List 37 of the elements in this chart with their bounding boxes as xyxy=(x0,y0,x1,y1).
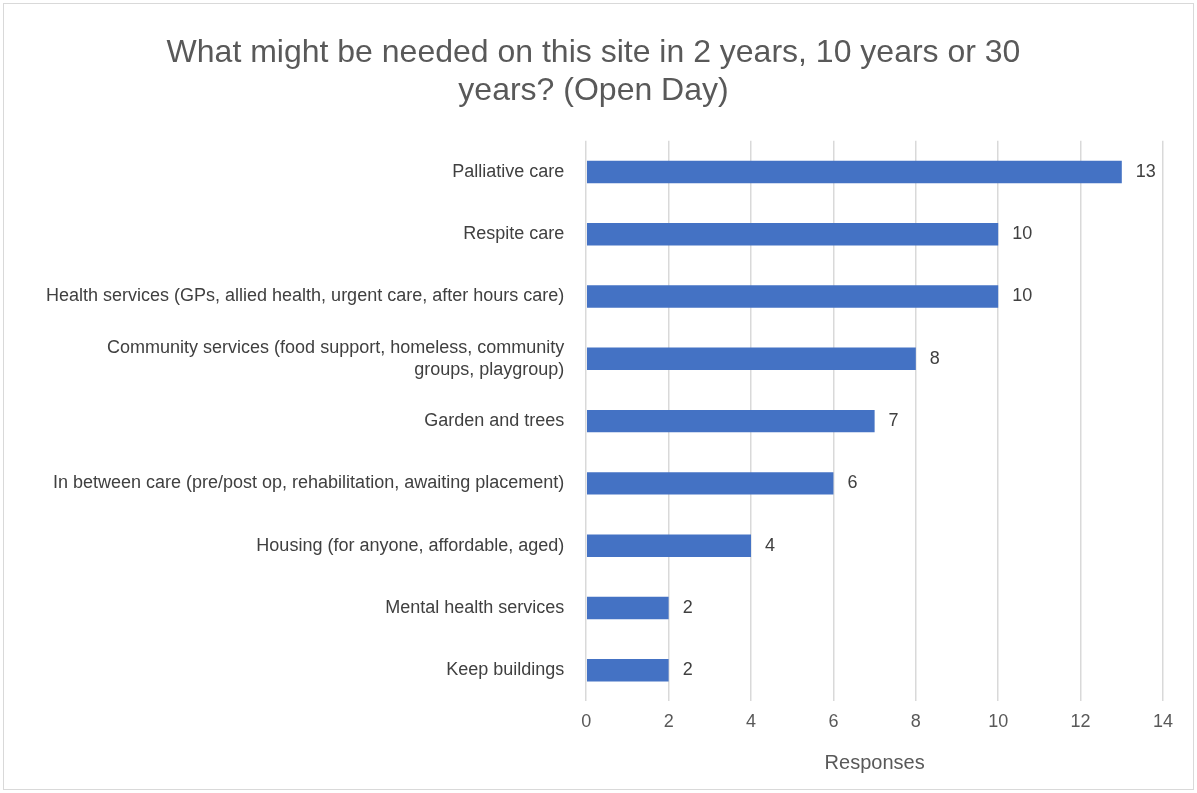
y-tick-label: In between care (pre/post op, rehabilitation, awaiting placement) xyxy=(52,472,565,493)
data-label: 8 xyxy=(929,347,940,368)
bar xyxy=(586,472,834,495)
data-label: 6 xyxy=(847,472,858,493)
y-tick-label: Garden and trees xyxy=(424,410,565,431)
x-tick-label: 4 xyxy=(746,711,757,732)
bar xyxy=(586,223,999,246)
y-tick-label: Housing (for anyone, affordable, aged) xyxy=(256,534,565,555)
y-tick-label: Mental health services xyxy=(385,596,565,617)
bar xyxy=(586,160,1122,184)
bar xyxy=(586,596,669,620)
data-label: 2 xyxy=(682,659,693,680)
data-label: 10 xyxy=(1012,223,1033,244)
bar xyxy=(586,285,999,308)
x-tick-label: 8 xyxy=(910,711,921,732)
data-label: 10 xyxy=(1012,285,1033,306)
y-tick-label: Health services (GPs, allied health, urgent care, after hours care) xyxy=(45,285,565,306)
bar xyxy=(586,347,916,371)
x-tick-label: 14 xyxy=(1152,711,1174,732)
x-tick-label: 2 xyxy=(663,711,674,732)
y-tick-label: Keep buildings xyxy=(446,659,565,680)
y-tick-label: Respite care xyxy=(463,223,565,244)
bar xyxy=(586,534,752,557)
bar xyxy=(586,409,875,433)
data-label: 13 xyxy=(1135,160,1156,181)
data-label: 7 xyxy=(888,410,899,431)
bar xyxy=(586,659,669,682)
data-label: 2 xyxy=(682,596,693,617)
x-tick-label: 10 xyxy=(988,711,1009,732)
x-tick-label: 12 xyxy=(1070,711,1091,732)
x-tick-label: 6 xyxy=(828,711,839,732)
y-tick-label: Community services (food support, homeless, community groups, playgroup) xyxy=(107,336,565,379)
y-tick-label: Palliative care xyxy=(452,160,565,181)
x-tick-label: 0 xyxy=(581,711,592,732)
x-axis-title: Responses xyxy=(824,750,925,773)
data-label: 4 xyxy=(765,534,776,555)
chart-title: What might be needed on this site in 2 years, 10 years or 30 years? (Open Day) xyxy=(166,33,1021,108)
